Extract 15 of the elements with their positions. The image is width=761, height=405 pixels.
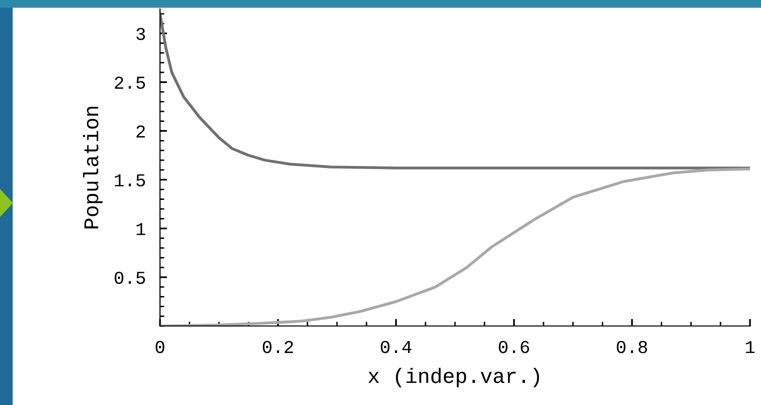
x-tick-label: 0.2 <box>262 340 293 354</box>
x-axis-title: x (indep.var.) <box>368 368 540 388</box>
x-tick-label: 0 <box>156 340 164 354</box>
x-tick-label: 1 <box>746 341 755 353</box>
x-tick-label: 0.8 <box>616 340 648 354</box>
line-series <box>160 12 750 170</box>
y-axis-title: Population <box>83 106 102 228</box>
y-tick-label: 0.5 <box>114 272 145 284</box>
y-tick-label: 1 <box>136 223 146 236</box>
y-tick-label: 2.5 <box>114 76 145 89</box>
y-tick-label: 2 <box>136 125 145 138</box>
y-tick-label: 3 <box>136 28 145 40</box>
y-tick-label: 1.5 <box>114 174 145 186</box>
x-tick-label: 0.4 <box>380 340 412 354</box>
x-tick-label: 0.6 <box>498 340 530 354</box>
